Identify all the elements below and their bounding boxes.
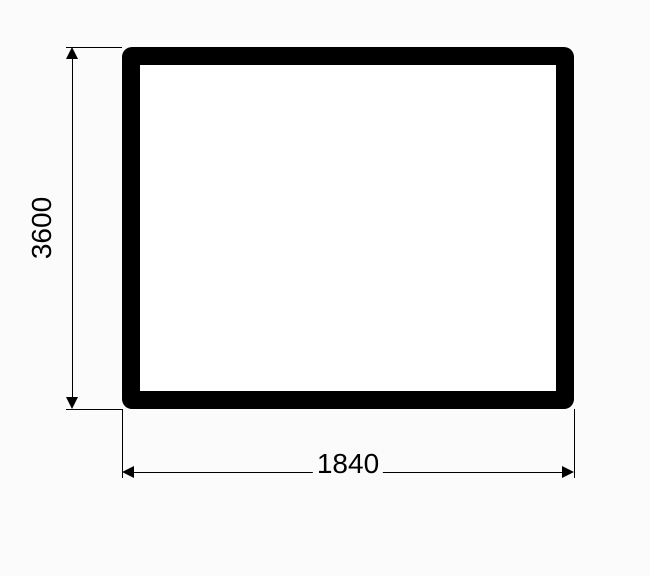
- h-arrow-left: [122, 466, 134, 478]
- v-extension-bottom: [66, 409, 122, 410]
- h-extension-right: [574, 409, 575, 478]
- v-arrow-top: [66, 47, 78, 59]
- v-dimension-line: [72, 59, 73, 397]
- diagram-canvas: 1840 3600: [0, 0, 650, 576]
- h-arrow-right: [562, 466, 574, 478]
- width-dimension-label: 1840: [313, 448, 383, 480]
- v-arrow-bottom: [66, 397, 78, 409]
- height-dimension-label: 3600: [26, 193, 58, 263]
- frame-rectangle: [122, 47, 574, 409]
